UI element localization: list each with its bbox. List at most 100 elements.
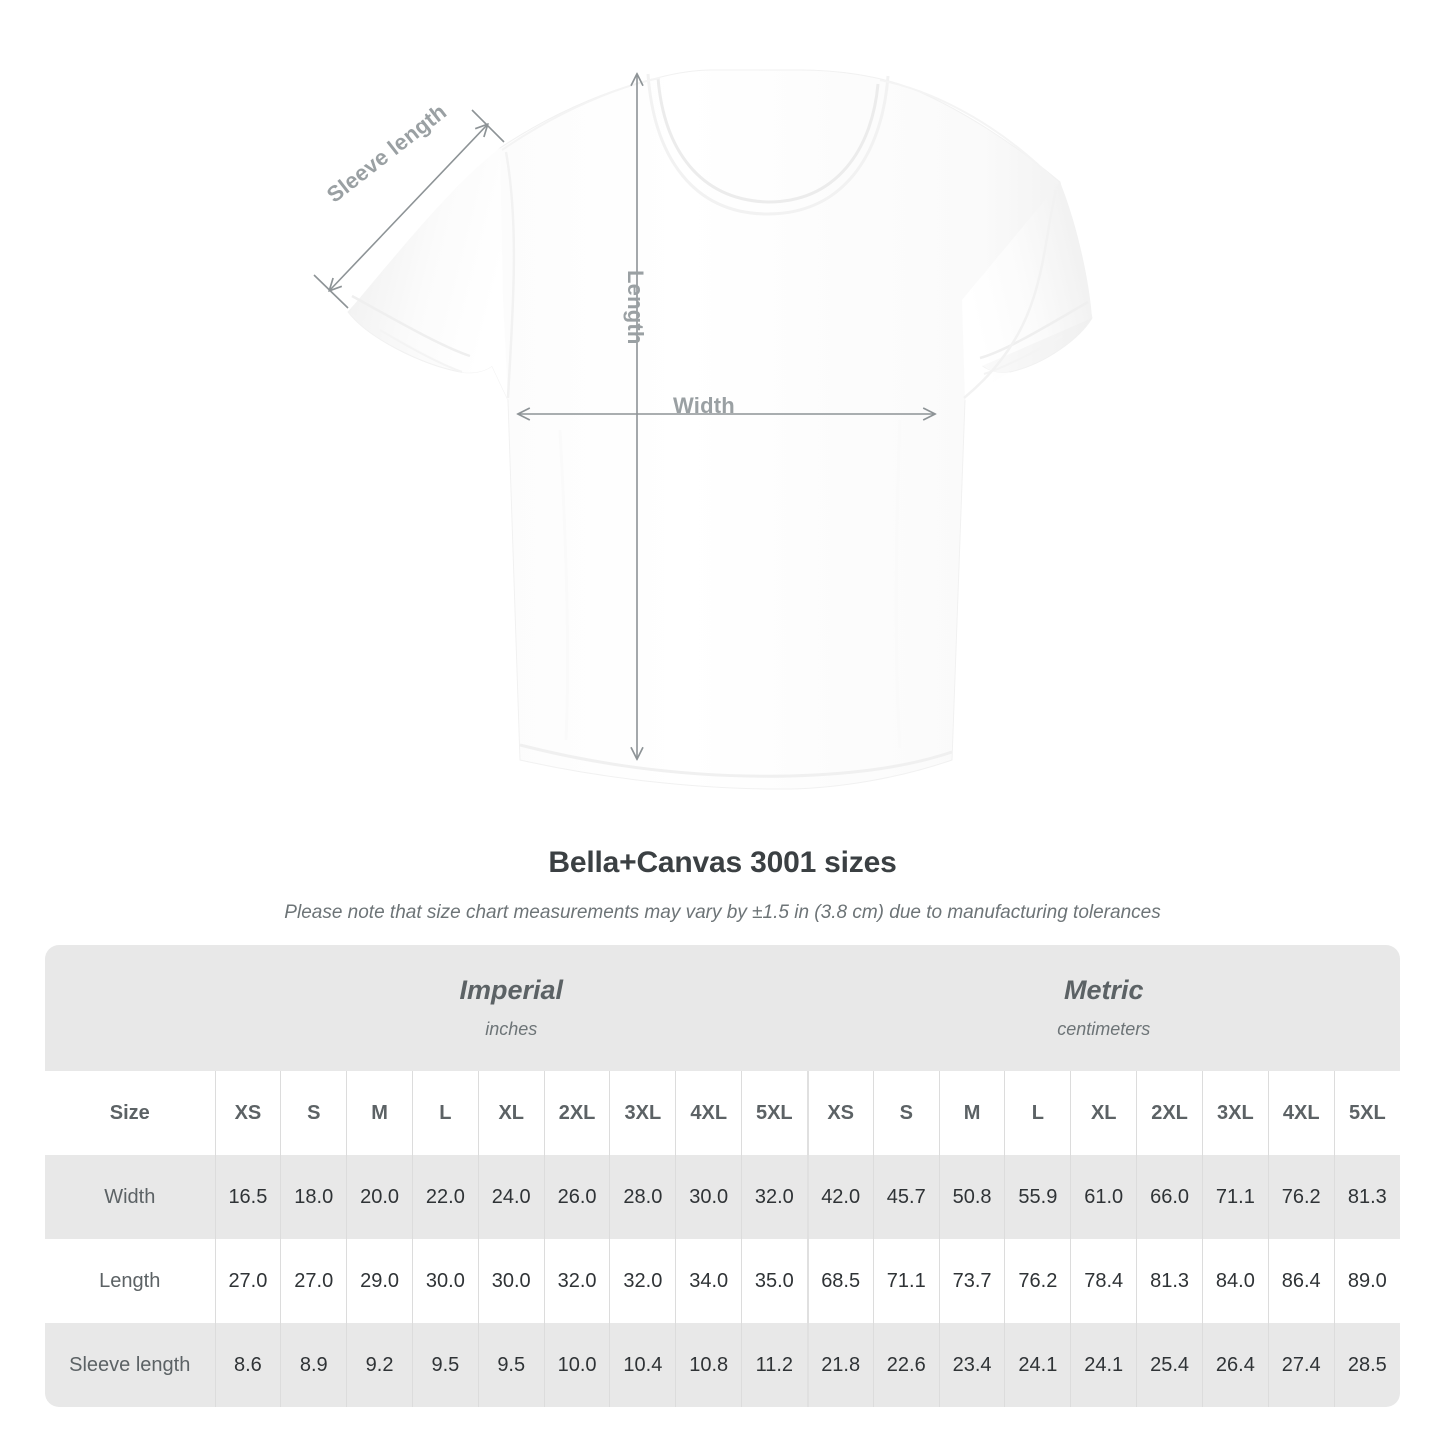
size-header-cell-imperial-l: L bbox=[411, 1071, 479, 1155]
measurement-arrows bbox=[313, 75, 934, 758]
row-label-length: Length bbox=[45, 1239, 215, 1323]
size-header-cell-imperial-xs: XS bbox=[214, 1071, 281, 1155]
size-header-cell-imperial-s: S bbox=[280, 1071, 347, 1155]
cell-width-metric-5xl: 81.3 bbox=[1333, 1155, 1401, 1239]
cell-sleeve-length-imperial-l: 9.5 bbox=[411, 1323, 479, 1407]
size-header-cell-metric-xs: XS bbox=[806, 1071, 874, 1155]
cell-sleeve-length-imperial-xl: 9.5 bbox=[477, 1323, 545, 1407]
cell-sleeve-length-metric-xl: 24.1 bbox=[1070, 1323, 1137, 1407]
unit-group-header-imperial: Imperial inches bbox=[215, 945, 808, 1071]
row-label-sleeve-length: Sleeve length bbox=[45, 1323, 215, 1407]
cell-width-metric-l: 55.9 bbox=[1004, 1155, 1071, 1239]
size-header-cell-metric-l: L bbox=[1004, 1071, 1071, 1155]
cell-width-imperial-5xl: 32.0 bbox=[741, 1155, 808, 1239]
unit-group-subtitle: centimeters bbox=[1057, 1019, 1151, 1040]
cell-length-imperial-2xl: 32.0 bbox=[543, 1239, 610, 1323]
size-header-cell-metric-xl: XL bbox=[1070, 1071, 1137, 1155]
unit-group-name: Imperial bbox=[459, 974, 564, 1005]
size-header-cell-imperial-5xl: 5XL bbox=[741, 1071, 808, 1155]
size-header-cell-metric-3xl: 3XL bbox=[1201, 1071, 1269, 1155]
tolerance-note: Please note that size chart measurements… bbox=[284, 902, 1161, 923]
cell-sleeve-length-imperial-xs: 8.6 bbox=[214, 1323, 281, 1407]
size-header-cell-metric-4xl: 4XL bbox=[1267, 1071, 1335, 1155]
cell-width-metric-2xl: 66.0 bbox=[1136, 1155, 1203, 1239]
cell-width-imperial-xs: 16.5 bbox=[214, 1155, 281, 1239]
size-chart-table-wrapper: Imperial inches Metric centimeters Size XS S M L… bbox=[45, 945, 1401, 1407]
cell-sleeve-length-imperial-m: 9.2 bbox=[346, 1323, 413, 1407]
cell-length-imperial-m: 29.0 bbox=[346, 1239, 413, 1323]
cell-length-imperial-l: 30.0 bbox=[411, 1239, 479, 1323]
tshirt-illustration-svg bbox=[313, 69, 1093, 790]
cell-sleeve-length-metric-5xl: 28.5 bbox=[1333, 1323, 1401, 1407]
cell-width-metric-m: 50.8 bbox=[938, 1155, 1005, 1239]
cell-sleeve-length-metric-3xl: 26.4 bbox=[1201, 1323, 1269, 1407]
cell-sleeve-length-imperial-s: 8.9 bbox=[280, 1323, 347, 1407]
cell-width-imperial-l: 22.0 bbox=[411, 1155, 479, 1239]
sleeve-tick-upper bbox=[471, 109, 505, 143]
table-row: Width 16.5 18.0 20.0 22.0 24.0 26.0 28.0 30.0 32.… bbox=[45, 1155, 1401, 1239]
cell-length-imperial-xl: 30.0 bbox=[477, 1239, 545, 1323]
cell-sleeve-length-imperial-2xl: 10.0 bbox=[543, 1323, 610, 1407]
unit-header-spacer bbox=[45, 945, 215, 1071]
cell-width-imperial-m: 20.0 bbox=[346, 1155, 413, 1239]
cell-length-metric-2xl: 81.3 bbox=[1136, 1239, 1203, 1323]
size-header-cell-metric-2xl: 2XL bbox=[1136, 1071, 1203, 1155]
cell-width-imperial-s: 18.0 bbox=[280, 1155, 347, 1239]
size-header-cell-imperial-m: M bbox=[346, 1071, 413, 1155]
chart-caption: Bella+Canvas 3001 sizes Please note that… bbox=[0, 846, 1445, 924]
table-row: Sleeve length 8.6 8.9 9.2 9.5 9.5 10.0 10.4 10.8… bbox=[45, 1323, 1401, 1407]
cell-length-imperial-5xl: 35.0 bbox=[741, 1239, 808, 1323]
cell-width-imperial-3xl: 28.0 bbox=[609, 1155, 676, 1239]
cell-length-metric-3xl: 84.0 bbox=[1201, 1239, 1269, 1323]
cell-sleeve-length-metric-2xl: 25.4 bbox=[1136, 1323, 1203, 1407]
cell-length-metric-s: 71.1 bbox=[872, 1239, 940, 1323]
size-header-cell-metric-s: S bbox=[872, 1071, 940, 1155]
size-chart-table: Imperial inches Metric centimeters Size XS S M L… bbox=[45, 945, 1401, 1407]
size-header-cell-imperial-xl: XL bbox=[477, 1071, 545, 1155]
shirt-body-shape bbox=[347, 69, 1093, 790]
sleeve-tick-lower bbox=[313, 274, 349, 309]
cell-width-metric-xs: 42.0 bbox=[806, 1155, 874, 1239]
size-header-label: Size bbox=[45, 1071, 215, 1155]
unit-group-name: Metric bbox=[1064, 974, 1144, 1005]
size-header-cell-metric-5xl: 5XL bbox=[1333, 1071, 1401, 1155]
cell-sleeve-length-metric-m: 23.4 bbox=[938, 1323, 1005, 1407]
cell-length-imperial-4xl: 34.0 bbox=[675, 1239, 742, 1323]
cell-length-metric-xs: 68.5 bbox=[806, 1239, 874, 1323]
cell-width-metric-3xl: 71.1 bbox=[1201, 1155, 1269, 1239]
cell-sleeve-length-metric-s: 22.6 bbox=[872, 1323, 940, 1407]
unit-group-header-metric: Metric centimeters bbox=[807, 945, 1401, 1071]
row-label-width: Width bbox=[45, 1155, 215, 1239]
cell-sleeve-length-imperial-5xl: 11.2 bbox=[741, 1323, 808, 1407]
cell-length-metric-l: 76.2 bbox=[1004, 1239, 1071, 1323]
cell-sleeve-length-metric-xs: 21.8 bbox=[806, 1323, 874, 1407]
size-header-cell-imperial-3xl: 3XL bbox=[609, 1071, 676, 1155]
page-title: Bella+Canvas 3001 sizes bbox=[548, 846, 897, 879]
cell-length-metric-5xl: 89.0 bbox=[1333, 1239, 1401, 1323]
table-row: Length 27.0 27.0 29.0 30.0 30.0 32.0 32.0 34.0 35… bbox=[45, 1239, 1401, 1323]
cell-width-metric-xl: 61.0 bbox=[1070, 1155, 1137, 1239]
cell-length-imperial-xs: 27.0 bbox=[214, 1239, 281, 1323]
cell-sleeve-length-metric-l: 24.1 bbox=[1004, 1323, 1071, 1407]
cell-width-metric-s: 45.7 bbox=[872, 1155, 940, 1239]
cell-length-imperial-3xl: 32.0 bbox=[609, 1239, 676, 1323]
cell-width-imperial-4xl: 30.0 bbox=[675, 1155, 742, 1239]
shirt-right-sleeve bbox=[962, 182, 1092, 400]
cell-sleeve-length-metric-4xl: 27.4 bbox=[1267, 1323, 1335, 1407]
cell-length-metric-4xl: 86.4 bbox=[1267, 1239, 1335, 1323]
cell-length-metric-xl: 78.4 bbox=[1070, 1239, 1137, 1323]
size-header-row: Size XS S M L XL 2XL 3XL 4XL 5XL XS S M L XL 2XL 3XL 4XL 5… bbox=[45, 1071, 1401, 1155]
width-label: Width bbox=[673, 393, 735, 418]
size-header-cell-metric-m: M bbox=[938, 1071, 1005, 1155]
cell-length-imperial-s: 27.0 bbox=[280, 1239, 347, 1323]
size-header-cell-imperial-4xl: 4XL bbox=[675, 1071, 742, 1155]
size-header-cell-imperial-2xl: 2XL bbox=[543, 1071, 610, 1155]
cell-width-imperial-xl: 24.0 bbox=[477, 1155, 545, 1239]
cell-sleeve-length-imperial-4xl: 10.8 bbox=[675, 1323, 742, 1407]
cell-width-metric-4xl: 76.2 bbox=[1267, 1155, 1335, 1239]
length-label: Length bbox=[623, 270, 648, 345]
cell-sleeve-length-imperial-3xl: 10.4 bbox=[609, 1323, 676, 1407]
tshirt-diagram: Sleeve length Length Width bbox=[313, 69, 1093, 790]
cell-length-metric-m: 73.7 bbox=[938, 1239, 1005, 1323]
cell-width-imperial-2xl: 26.0 bbox=[543, 1155, 610, 1239]
